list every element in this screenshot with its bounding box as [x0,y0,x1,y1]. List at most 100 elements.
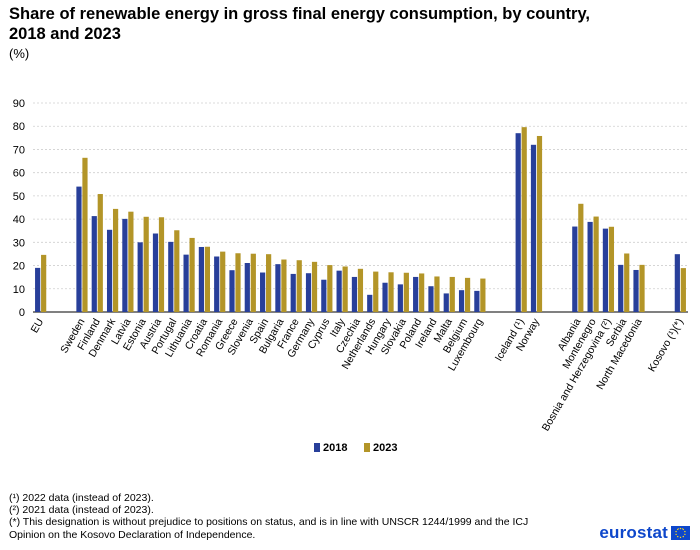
bar-2018-denmark [106,229,113,312]
bar-2023-albania [578,203,584,312]
bar-2018-norway [530,144,537,312]
bar-2018-portugal [168,241,174,312]
bar-2018-ireland [428,286,434,312]
y-tick-label: 50 [13,191,25,203]
bar-2023-bosnia-and-herzegovina- [608,226,615,312]
bar-2023-czechia [357,268,364,312]
bar-2018-bulgaria [275,264,281,312]
bar-2018-croatia [198,246,205,312]
footnote: (²) 2021 data (instead of 2023). [9,504,154,517]
footnote: (*) This designation is without prejudic… [9,516,529,529]
bar-2018-spain [260,272,266,312]
bar-2018-malta [443,293,449,312]
bars [35,127,686,312]
bar-2023-estonia [143,216,149,312]
bar-2018-austria [152,233,159,312]
bar-2018-slovakia [397,284,403,312]
bar-2023-france [296,260,302,312]
bar-2023-greece [235,253,241,312]
legend-label: 2018 [323,442,347,454]
eu-flag-icon [671,526,690,540]
bar-2023-sweden [82,157,88,312]
x-tick-label: Kosovo (¹)(*) [646,317,686,375]
bar-2018-netherlands [367,294,373,312]
bar-2023-luxembourg [480,278,486,312]
bar-2018-poland [413,276,419,312]
y-tick-label: 90 [13,98,25,110]
y-tick-label: 80 [13,121,25,133]
bar-2018-luxembourg [474,290,480,312]
bar-2023-austria [158,217,165,312]
y-tick-label: 10 [13,284,25,296]
bar-2023-norway [536,135,543,312]
y-tick-label: 70 [13,144,25,156]
bar-chart: 0 10 20 30 40 50 60 70 80 90 EU SwedenFinlandDenma… [13,98,688,454]
y-tick-label: 60 [13,168,25,180]
chart-unit: (%) [9,46,30,61]
bar-2023-portugal [174,230,180,312]
bar-2018-greece [229,270,235,312]
bar-2018-lithuania [183,254,189,312]
bar-2018-montenegro [587,221,593,312]
bar-2018-kosovo- [674,254,680,312]
bar-2023-spain [266,254,272,312]
x-axis: EU SwedenFinlandDenmarkLatviaEstoniaAustr… [29,316,686,433]
bar-2023-germany [311,261,318,312]
bar-2018-cyprus [321,279,327,312]
y-tick-label: 0 [19,307,25,319]
x-tick-label: EU [29,317,47,336]
bar-2018-bosnia-and-herzegovina- [602,228,609,312]
bar-2023-bulgaria [281,259,287,312]
bar-2018-finland [91,216,97,312]
bar-2018-estonia [137,242,143,312]
bar-2023-lithuania [189,237,195,312]
bar-2018-slovenia [244,263,250,312]
footnote: (¹) 2022 data (instead of 2023). [9,492,154,504]
bar-2023-finland [97,194,103,312]
bar-2023-north-macedonia [639,264,645,312]
legend-swatch [364,443,370,452]
bar-2023-malta [449,276,455,312]
bar-2023-cyprus [327,265,333,312]
bar-2018-romania [214,256,220,312]
bar-2018-italy [336,270,342,312]
bar-2018-latvia [122,218,128,312]
y-tick-label: 20 [13,261,25,273]
footnote: Opinion on the Kosovo Declaration of Ind… [9,528,256,541]
bar-2018-france [290,273,296,312]
bar-2018-belgium [458,290,465,312]
bar-2023-hungary [388,272,394,312]
bar-2023-belgium [464,277,471,312]
bar-2023-slovakia [403,272,409,312]
bar-2023-croatia [204,246,211,312]
footnotes: (¹) 2022 data (instead of 2023). (²) 202… [9,492,589,541]
bar-2023-montenegro [593,216,599,312]
bar-2023-kosovo- [680,268,686,312]
bar-2018-serbia [618,264,624,312]
bar-2023-iceland- [521,127,527,312]
bar-2023-ireland [434,276,440,312]
bar-2018-germany [305,273,312,312]
bar-2023-serbia [624,253,630,312]
bar-2018-iceland- [515,133,521,312]
bar-2018-hungary [382,282,388,312]
bar-2018-czechia [351,276,358,312]
bar-2023-romania [220,251,226,312]
bar-2023-latvia [128,211,134,312]
logo-text: eurostat [599,523,668,542]
bar-2023-italy [342,266,348,312]
bar-2018-albania [572,226,578,312]
bar-2018-sweden [76,186,82,312]
bar-2023-denmark [112,208,119,312]
legend-label: 2023 [373,442,397,454]
bar-2023-eu [41,254,47,312]
eurostat-logo[interactable]: eurostat [599,523,690,543]
y-tick-label: 40 [13,214,25,226]
bar-2023-poland [419,273,425,312]
bar-2023-slovenia [250,253,256,312]
legend: 2018 2023 [314,442,397,454]
chart-title: Share of renewable energy in gross final… [9,5,590,43]
legend-swatch [314,443,320,452]
bar-2018-north-macedonia [633,269,639,312]
y-tick-label: 30 [13,237,25,249]
